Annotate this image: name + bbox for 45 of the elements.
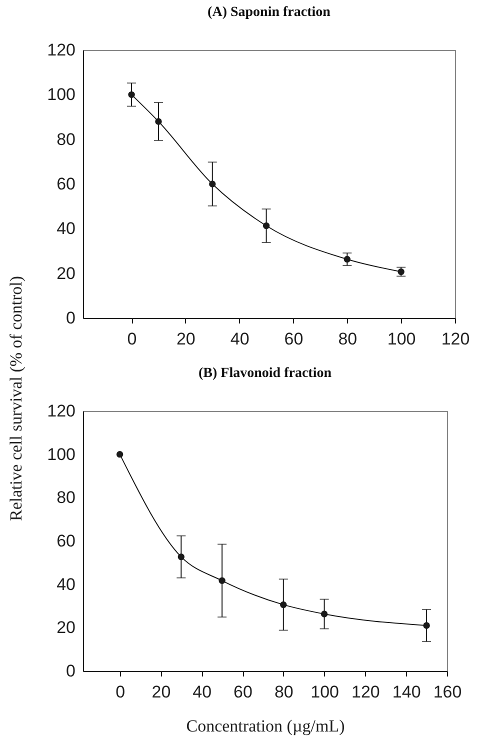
y-tick-label: 0 (66, 308, 76, 328)
point (344, 256, 351, 263)
y-tick-label: 40 (56, 219, 76, 238)
point (116, 450, 124, 458)
x-tick-label: 60 (284, 330, 304, 348)
point (262, 222, 270, 230)
point (155, 118, 162, 125)
x-tick-label: 120 (352, 682, 380, 702)
y-axis-title: Relative cell survival (% of control) (6, 276, 26, 521)
point (320, 610, 328, 618)
x-axis-title: Concentration (µg/mL) (186, 716, 345, 736)
y-tick-label: 60 (56, 532, 76, 550)
point (280, 601, 287, 608)
x-tick-label: 0 (127, 330, 137, 348)
y-tick-label: 100 (47, 444, 76, 464)
point (178, 553, 185, 560)
y-tick-label: 80 (56, 130, 76, 149)
point (218, 577, 226, 584)
x-tick-label: 40 (230, 330, 250, 348)
y-tick-label: 20 (56, 618, 76, 638)
x-tick-label: 120 (441, 330, 470, 348)
point (128, 91, 135, 98)
x-tick-label: 140 (392, 682, 421, 702)
x-tick-label: 20 (176, 330, 196, 348)
x-tick-label: 80 (338, 330, 358, 348)
x-tick-label: 100 (387, 330, 416, 348)
y-tick-label: 120 (47, 40, 76, 60)
y-tick-label: 80 (56, 488, 76, 508)
x-tick-label: 40 (192, 682, 212, 702)
x-tick-label: 160 (433, 682, 462, 702)
x-tick-label: 0 (116, 682, 126, 702)
y-tick-label: 60 (56, 174, 76, 194)
x-tick-label: 100 (310, 682, 339, 702)
chart-title: (A) Saponin fraction (208, 5, 331, 20)
y-tick-label: 40 (56, 574, 76, 594)
point (423, 622, 430, 629)
y-tick-label: 120 (47, 402, 76, 420)
point (209, 180, 216, 188)
y-tick-label: 0 (66, 662, 76, 680)
chart-title: (B) Flavonoid fraction (198, 366, 332, 381)
y-tick-label: 100 (47, 85, 76, 104)
x-tick-label: 60 (234, 682, 252, 702)
x-tick-label: 20 (152, 682, 171, 702)
x-tick-label: 80 (274, 682, 294, 702)
y-tick-label: 20 (56, 264, 76, 283)
